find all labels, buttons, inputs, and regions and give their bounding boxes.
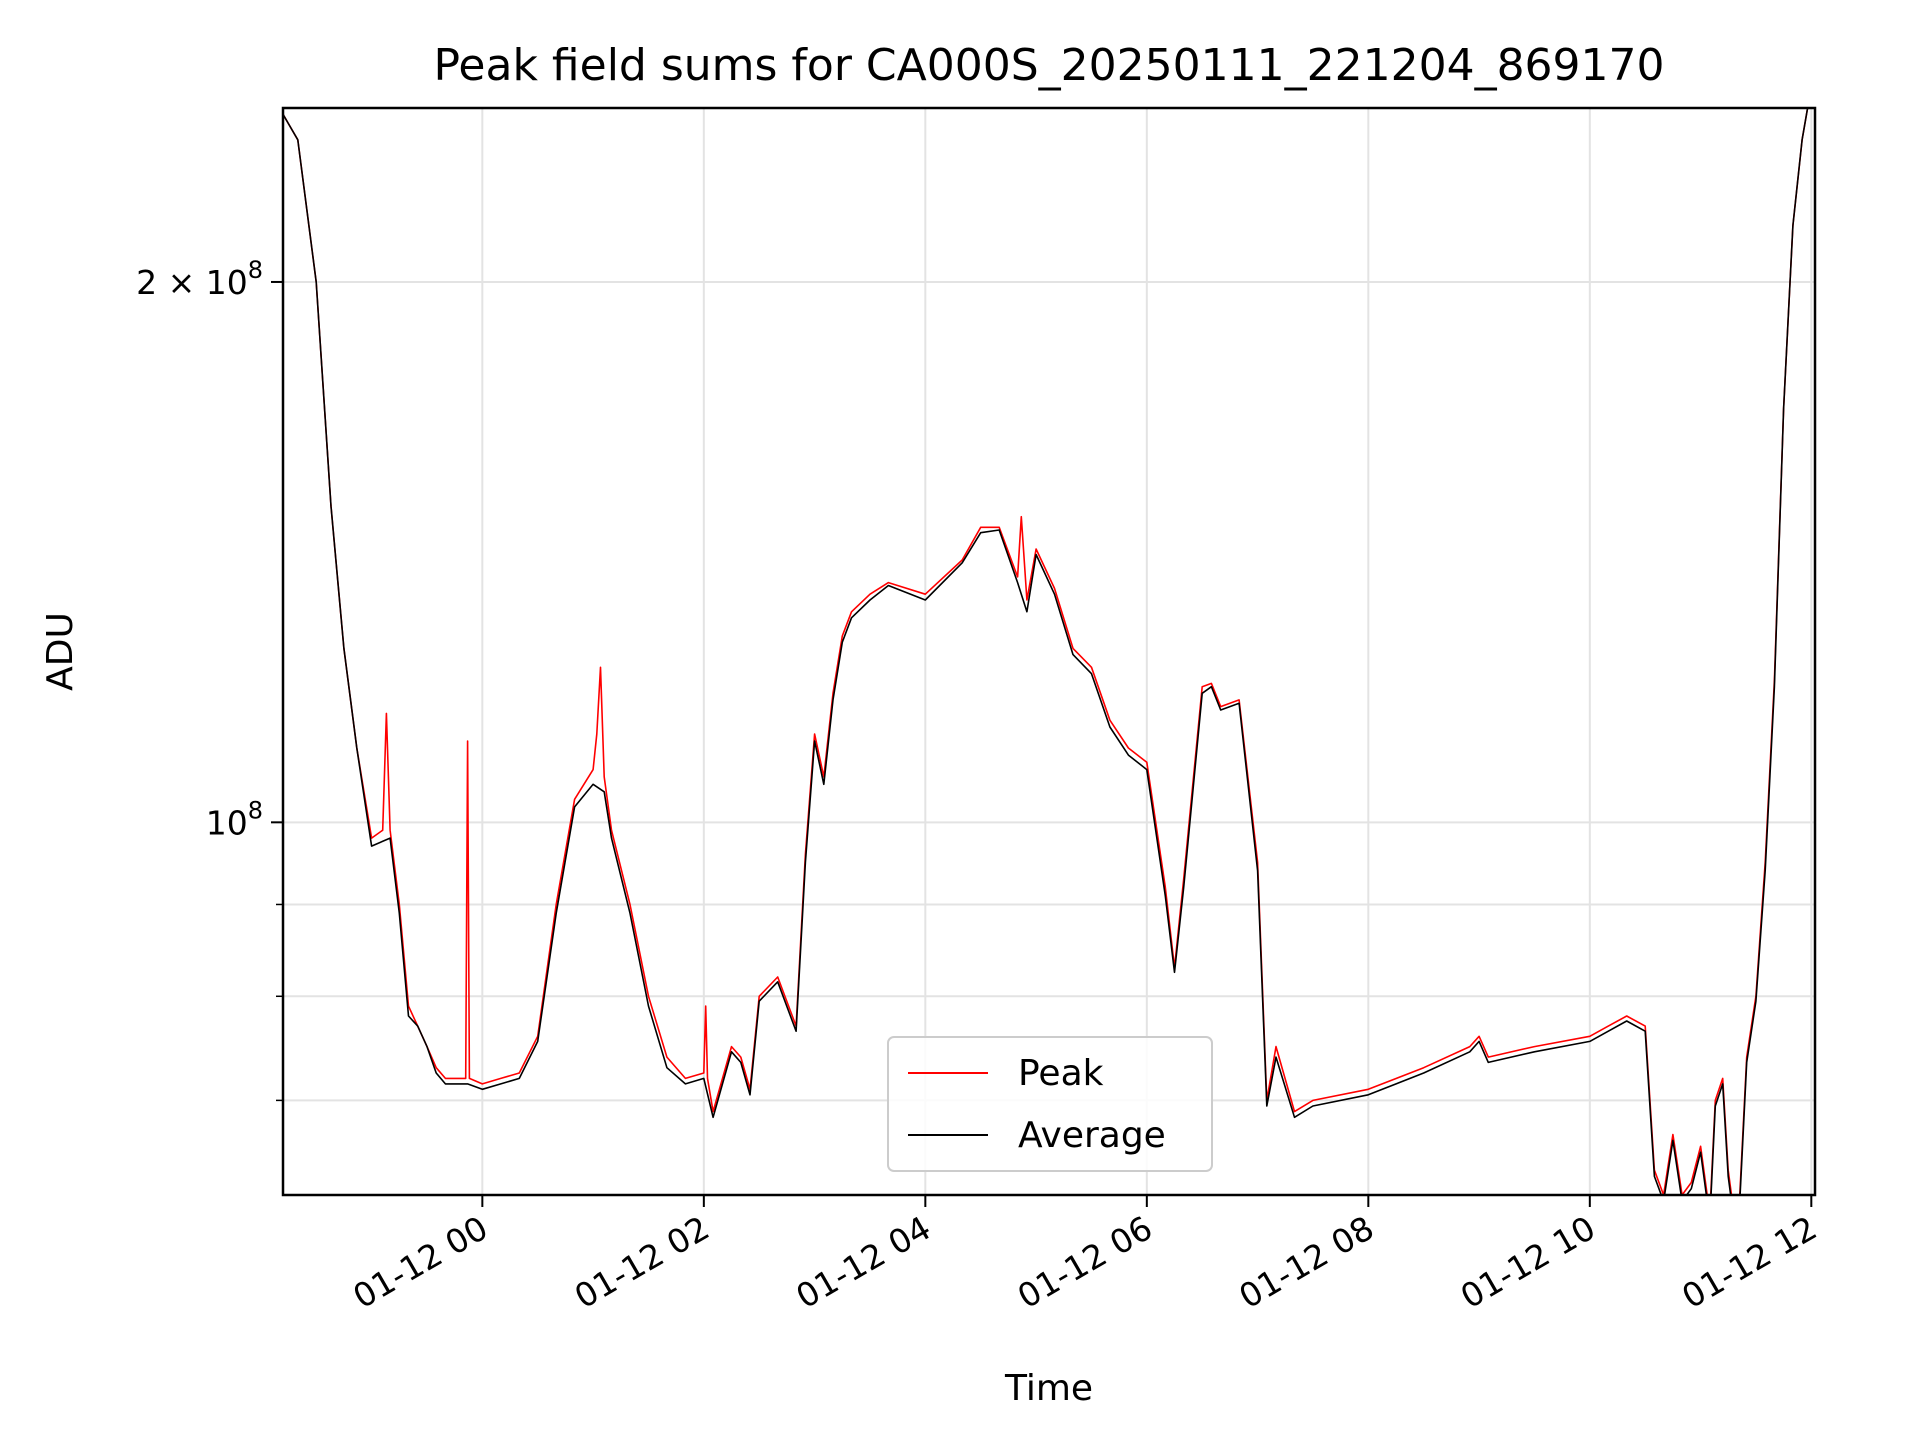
legend-box (887, 1036, 1213, 1172)
chart-title: Peak field sums for CA000S_20250111_2212… (433, 40, 1664, 91)
x-tick-label: 01-12 08 (1232, 1208, 1380, 1316)
y-tick-label: 2 × 108 (136, 256, 263, 302)
legend-label-average: Average (1018, 1115, 1166, 1156)
plot-frame (281, 106, 1817, 1197)
y-tick-label-exponent: 8 (248, 796, 263, 824)
x-tick-label: 01-12 00 (346, 1208, 494, 1316)
y-tick-label-base: 2 × 10 (136, 263, 248, 302)
legend-label-peak: Peak (1018, 1053, 1104, 1094)
series-line-peak (283, 108, 1812, 1195)
y-tick-label-exponent: 8 (248, 256, 263, 284)
grid-layer (283, 108, 1815, 1195)
x-tick-label: 01-12 04 (789, 1208, 937, 1316)
series-line-average (283, 108, 1812, 1195)
x-axis-label: Time (1004, 1368, 1093, 1409)
y-tick-label-base: 10 (206, 803, 248, 842)
y-tick-label: 108 (206, 796, 263, 842)
legend: Peak Average (887, 1036, 1213, 1172)
x-tick-label: 01-12 02 (568, 1208, 716, 1316)
series-layer (283, 108, 1812, 1195)
x-tick-label: 01-12 10 (1454, 1208, 1602, 1316)
x-tick-label: 01-12 06 (1011, 1208, 1159, 1316)
y-axis-label: ADU (40, 612, 81, 691)
x-tick-label: 01-12 12 (1675, 1208, 1823, 1316)
